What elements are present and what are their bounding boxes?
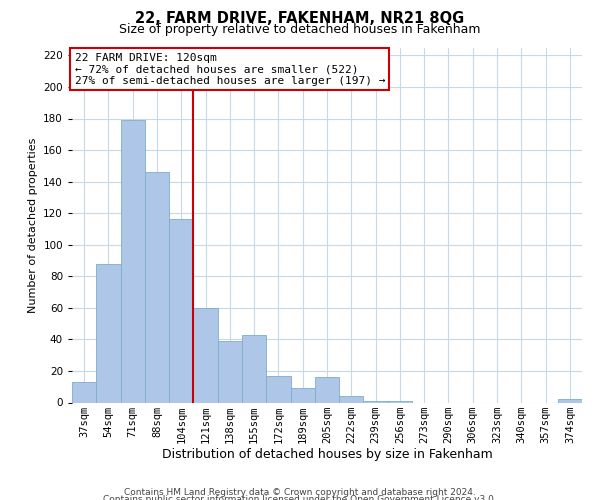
Bar xyxy=(242,334,266,402)
Y-axis label: Number of detached properties: Number of detached properties xyxy=(28,138,38,312)
Bar xyxy=(72,382,96,402)
Bar xyxy=(121,120,145,403)
Bar xyxy=(193,308,218,402)
Bar xyxy=(169,220,193,402)
Text: 22 FARM DRIVE: 120sqm
← 72% of detached houses are smaller (522)
27% of semi-det: 22 FARM DRIVE: 120sqm ← 72% of detached … xyxy=(74,53,385,86)
Bar xyxy=(388,401,412,402)
Bar xyxy=(266,376,290,402)
X-axis label: Distribution of detached houses by size in Fakenham: Distribution of detached houses by size … xyxy=(161,448,493,462)
Bar xyxy=(339,396,364,402)
Bar xyxy=(315,378,339,402)
Bar xyxy=(558,400,582,402)
Bar xyxy=(290,388,315,402)
Text: Contains public sector information licensed under the Open Government Licence v3: Contains public sector information licen… xyxy=(103,495,497,500)
Text: Size of property relative to detached houses in Fakenham: Size of property relative to detached ho… xyxy=(119,22,481,36)
Bar xyxy=(96,264,121,402)
Text: Contains HM Land Registry data © Crown copyright and database right 2024.: Contains HM Land Registry data © Crown c… xyxy=(124,488,476,497)
Text: 22, FARM DRIVE, FAKENHAM, NR21 8QG: 22, FARM DRIVE, FAKENHAM, NR21 8QG xyxy=(136,11,464,26)
Bar xyxy=(145,172,169,402)
Bar xyxy=(218,341,242,402)
Bar xyxy=(364,401,388,402)
